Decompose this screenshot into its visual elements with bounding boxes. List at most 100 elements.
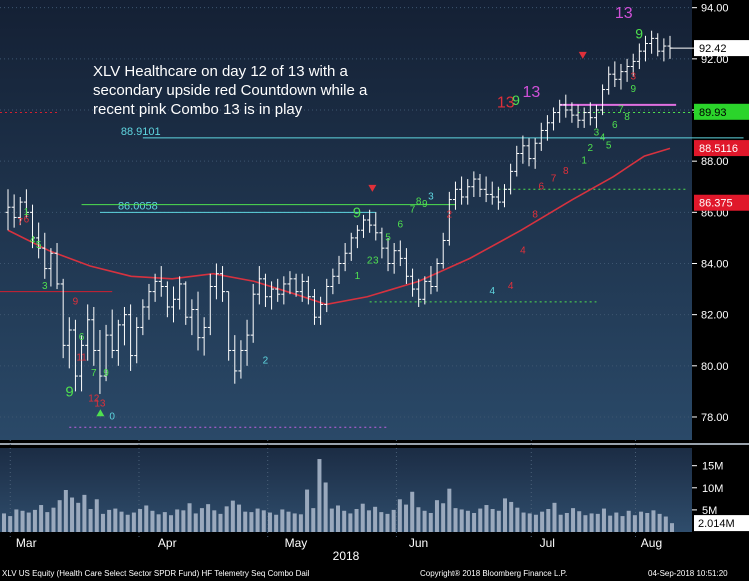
sequential-count: 3 [428, 192, 434, 203]
signal-up-arrow [96, 409, 105, 417]
sequential-count: 11 [76, 353, 87, 364]
volume-bar [286, 511, 291, 532]
volume-last-tag [694, 515, 749, 532]
sequential-count: 9 [630, 84, 636, 95]
sequential-count: 7 [410, 204, 416, 215]
volume-bar [632, 515, 637, 532]
volume-bar [348, 513, 353, 532]
volume-bar [490, 509, 495, 532]
level-label: 86.0058 [118, 200, 158, 212]
y-tick-label: 94.00 [701, 3, 729, 15]
volume-bar [2, 513, 6, 532]
volume-bar [645, 512, 650, 532]
sequential-count: 5 [606, 140, 612, 151]
volume-bar [224, 506, 229, 532]
sequential-count: 2 [447, 209, 453, 220]
volume-bar [515, 507, 520, 532]
volume-bar [373, 506, 378, 532]
sequential-count: 0 [109, 412, 115, 423]
volume-tick-label: 5M [702, 505, 717, 517]
volume-bar [651, 510, 656, 532]
volume-bar [119, 511, 124, 532]
sequential-count: 1 [581, 156, 587, 167]
signal-down-arrow [578, 51, 587, 59]
volume-tick-label: 10M [702, 483, 723, 495]
sequential-count: 8 [532, 209, 538, 220]
volume-bar [670, 523, 674, 532]
price-tag-label: 89.93 [699, 107, 727, 119]
sequential-count: 7 [618, 105, 624, 116]
sequential-count: 6 [398, 220, 404, 231]
volume-bar [292, 513, 297, 532]
volume-bar [76, 502, 81, 532]
sequential-count: 7 [551, 174, 557, 185]
volume-bar [274, 514, 279, 532]
volume-bar [589, 513, 594, 532]
sequential-count: 3 [42, 281, 48, 292]
y-tick-label: 84.00 [701, 258, 729, 270]
volume-bar [100, 513, 105, 532]
volume-bar [366, 510, 371, 532]
volume-bar [385, 513, 390, 532]
volume-bar [404, 504, 409, 532]
sequential-count: 4 [600, 133, 606, 144]
volume-bar [583, 515, 588, 532]
sequential-count: 5 [385, 232, 391, 243]
level-label: 88.9101 [121, 126, 161, 138]
volume-bar [199, 508, 204, 532]
price-tag-label: 86.375 [699, 198, 733, 210]
sequential-count: 7 [91, 368, 97, 379]
volume-bar [509, 501, 514, 532]
volume-bar [521, 512, 526, 532]
price-tag [694, 40, 749, 57]
x-year-label: 2018 [333, 549, 360, 563]
volume-bar [608, 515, 613, 532]
footer-bar: XLV US Equity (Health Care Select Sector… [0, 567, 749, 581]
volume-bar [434, 500, 439, 532]
volume-bar [57, 500, 62, 532]
volume-bar [82, 494, 87, 532]
volume-bar [601, 508, 606, 532]
volume-bar [261, 510, 266, 532]
sequential-count: 9 [73, 296, 79, 307]
volume-bar [249, 512, 254, 532]
signal-down-arrow [368, 184, 377, 192]
sequential-count: 2 [367, 255, 373, 266]
sequential-count: 3 [373, 255, 379, 266]
volume-bar [428, 512, 433, 532]
x-tick-label: Jun [409, 536, 428, 550]
price-tag [694, 103, 749, 120]
price-panel-bg [0, 0, 692, 440]
y-tick-label: 80.00 [701, 361, 729, 373]
sequential-count: 3 [594, 128, 600, 139]
volume-bar [540, 511, 545, 532]
volume-bar [144, 505, 149, 532]
volume-bar [484, 505, 489, 532]
price-tag [694, 140, 749, 157]
price-tag-label: 92.42 [699, 43, 727, 55]
volume-bar [571, 508, 576, 532]
volume-bar [206, 504, 211, 532]
y-tick-label: 82.00 [701, 310, 729, 322]
volume-bar [323, 482, 328, 532]
volume-bar [311, 508, 316, 532]
footer-security-label: XLV US Equity (Health Care Select Sector… [2, 569, 310, 578]
volume-bar [175, 509, 180, 532]
volume-bar [94, 499, 99, 532]
sequential-count-large: 9 [512, 92, 520, 108]
volume-bar [88, 509, 93, 532]
volume-bar [212, 510, 217, 532]
sequential-count: 8 [416, 197, 422, 208]
volume-bar [255, 508, 260, 532]
sequential-count: 4 [30, 235, 36, 246]
sequential-count: 1 [355, 271, 361, 282]
volume-bar [230, 500, 235, 532]
sequential-count-large: 13 [523, 84, 541, 101]
volume-bar [342, 510, 347, 532]
sequential-count: 1 [24, 207, 30, 218]
volume-bar [564, 512, 569, 532]
volume-bar [410, 491, 415, 532]
volume-bar [150, 510, 155, 532]
x-tick-label: Apr [158, 536, 177, 550]
price-axis-bg [692, 0, 749, 440]
